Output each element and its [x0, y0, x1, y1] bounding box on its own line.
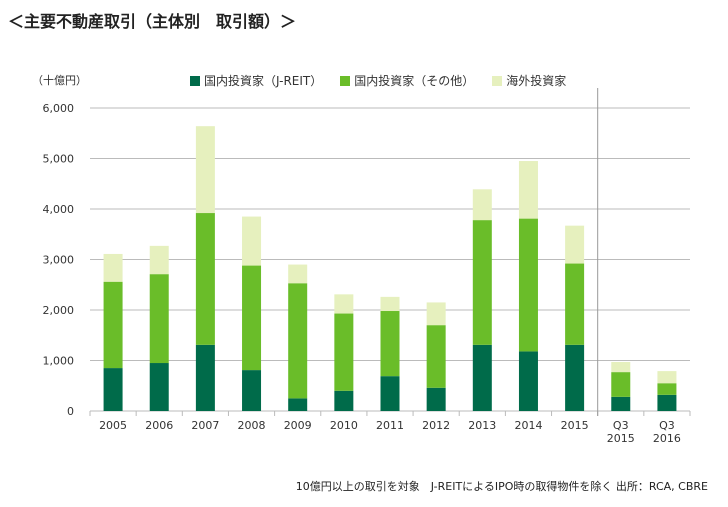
source-note: 10億円以上の取引を対象 J-REITによるIPO時の取得物件を除く 出所：RC…: [295, 480, 708, 493]
bar-segment: [288, 264, 308, 284]
x-tick-label: 2008: [238, 419, 266, 432]
x-tick-label: 2009: [284, 419, 312, 432]
bar-segment: [565, 344, 585, 411]
legend: 国内投資家（J-REIT） 国内投資家（その他） 海外投資家: [190, 72, 566, 89]
y-tick-label: 5,000: [43, 153, 75, 166]
bar-segment: [472, 220, 492, 345]
bar-segment: [565, 225, 585, 264]
bar-segment: [288, 398, 308, 411]
x-tick-label: 2006: [145, 419, 173, 432]
legend-swatch: [190, 75, 200, 86]
bar-segment: [103, 253, 123, 282]
x-tick-label: 2015: [607, 432, 635, 445]
bar-segment: [103, 368, 123, 411]
bar-segment: [518, 161, 538, 219]
bar-segment: [195, 344, 215, 411]
x-tick-label: Q3: [659, 419, 675, 432]
bar-segment: [472, 344, 492, 411]
y-tick-label: 6,000: [43, 102, 75, 115]
bar-segment: [334, 294, 354, 314]
legend-label: 国内投資家（その他）: [354, 74, 475, 88]
y-axis-unit: （十億円）: [32, 74, 87, 87]
bar-segment: [149, 363, 169, 411]
bar-segment: [565, 263, 585, 345]
x-tick-label: 2013: [468, 419, 496, 432]
y-tick-label: 1,000: [43, 355, 75, 368]
x-tick-label: 2010: [330, 419, 358, 432]
bar-segment: [334, 390, 354, 411]
legend-label: 国内投資家（J-REIT）: [204, 74, 323, 88]
bar-segment: [103, 281, 123, 369]
x-tick-label: Q3: [613, 419, 629, 432]
bar-segment: [149, 274, 169, 364]
bar-segment: [426, 325, 446, 388]
legend-item-jreit: 国内投資家（J-REIT）: [190, 72, 322, 89]
bar-segment: [472, 189, 492, 221]
legend-swatch: [492, 75, 503, 86]
chart-title: ＜主要不動産取引（主体別 取引額）＞: [8, 12, 297, 31]
x-tick-label: 2015: [561, 419, 589, 432]
legend-swatch: [340, 75, 351, 86]
bar-segment: [657, 383, 677, 395]
bar-segment: [380, 296, 400, 312]
bar-segment: [518, 218, 538, 352]
bar-segment: [242, 265, 262, 371]
bar-segment: [657, 371, 677, 384]
x-tick-label: 2011: [376, 419, 404, 432]
bar-segment: [149, 245, 169, 275]
bar-segment: [380, 311, 400, 377]
bar-segment: [611, 372, 631, 397]
y-tick-label: 0: [67, 405, 74, 418]
bar-segment: [611, 396, 631, 411]
bar-segment: [242, 370, 262, 411]
bar-segment: [288, 283, 308, 399]
bar-segment: [518, 351, 538, 411]
y-tick-label: 4,000: [43, 203, 75, 216]
y-tick-label: 3,000: [43, 254, 75, 267]
bar-segment: [657, 394, 677, 411]
bar-segment: [426, 302, 446, 326]
x-tick-label: 2005: [99, 419, 127, 432]
x-tick-label: 2012: [422, 419, 450, 432]
x-tick-label: 2007: [191, 419, 219, 432]
bar-segment: [195, 126, 215, 214]
bar-segment: [195, 213, 215, 345]
y-tick-label: 2,000: [43, 304, 75, 317]
legend-item-domestic-other: 国内投資家（その他）: [340, 72, 474, 89]
legend-label: 海外投資家: [506, 74, 567, 88]
bar-segment: [611, 362, 631, 373]
bar-segment: [242, 216, 262, 266]
bar-segment: [380, 376, 400, 411]
x-tick-label: 2014: [514, 419, 542, 432]
x-tick-label: 2016: [653, 432, 681, 445]
bar-segment: [426, 387, 446, 411]
bar-segment: [334, 313, 354, 391]
legend-item-foreign: 海外投資家: [492, 72, 566, 89]
